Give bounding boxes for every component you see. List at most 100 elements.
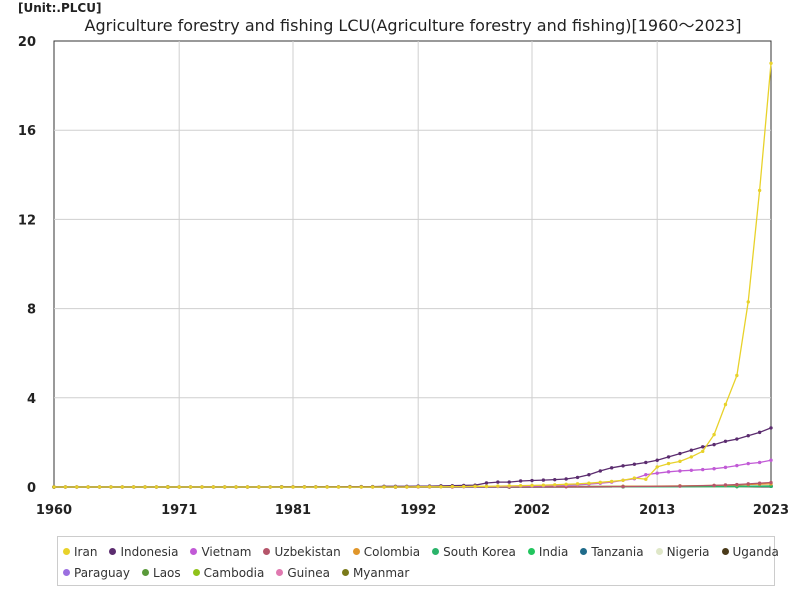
chart-title: Agriculture forestry and fishing LCU(Agr… [84, 16, 742, 35]
legend-label: Iran [74, 545, 98, 559]
data-point [484, 484, 489, 489]
x-tick-label: 1971 [161, 503, 197, 518]
legend-item: Nigeria [655, 545, 710, 559]
legend-dot [432, 548, 440, 555]
x-tick-label: 2023 [753, 503, 789, 518]
data-point [598, 480, 602, 485]
data-point [701, 467, 705, 472]
data-point [666, 461, 671, 466]
x-tick-label: 2002 [514, 503, 550, 518]
y-tick-label: 8 [27, 303, 36, 318]
data-point [530, 483, 534, 488]
data-point [370, 485, 375, 489]
data-point [86, 485, 90, 489]
data-point [75, 485, 79, 489]
data-point [757, 430, 762, 435]
data-point [712, 442, 716, 447]
legend-dot [263, 548, 271, 555]
data-point [109, 485, 113, 489]
legend-dot [655, 548, 663, 555]
data-point [553, 477, 557, 482]
data-point [188, 485, 193, 489]
data-point [530, 478, 534, 483]
legend-item: Guinea [276, 566, 330, 580]
data-point [666, 470, 671, 474]
data-point [52, 485, 56, 489]
data-point [314, 485, 318, 489]
data-point [644, 473, 648, 477]
data-point [632, 462, 637, 466]
legend-dot [276, 569, 284, 576]
data-point [757, 188, 762, 193]
data-point [427, 485, 432, 489]
data-point [200, 485, 204, 489]
data-point [609, 466, 614, 470]
data-point [97, 485, 102, 489]
y-tick-label: 16 [18, 124, 36, 139]
data-point [598, 469, 602, 473]
legend-item: Indonesia [109, 545, 178, 559]
data-point [655, 465, 659, 469]
data-point [609, 479, 614, 484]
data-point [359, 485, 363, 489]
legend-label: Cambodia [203, 566, 265, 580]
data-point [564, 482, 568, 487]
y-tick-label: 4 [27, 392, 36, 407]
series-line-vietnam [54, 459, 772, 488]
data-point [120, 485, 124, 489]
series-line-iran [54, 63, 772, 488]
data-point [496, 480, 500, 484]
data-point [632, 476, 637, 480]
data-point [678, 484, 682, 488]
data-point [587, 481, 591, 485]
chart-legend: Iran Indonesia Vietnam Uzbekistan Colombia So… [57, 536, 779, 586]
data-point [735, 482, 739, 487]
legend-item: South Korea [432, 545, 516, 559]
y-tick-label: 0 [27, 481, 36, 496]
legend-label: Laos [153, 566, 181, 580]
legend-label: Myanmar [352, 566, 410, 580]
data-point [393, 485, 398, 489]
legend-dot [527, 548, 535, 555]
data-point [439, 485, 443, 489]
data-point [564, 477, 568, 481]
data-point [689, 448, 694, 452]
data-point [621, 484, 625, 489]
data-point [325, 485, 329, 489]
legend-item: Vietnam [190, 545, 251, 559]
legend-item: Myanmar [341, 566, 410, 580]
data-point [268, 485, 272, 489]
data-point [746, 461, 750, 466]
legend-item: Cambodia [192, 566, 265, 580]
data-point [769, 480, 773, 485]
data-point [462, 484, 466, 489]
data-point [712, 467, 716, 471]
data-point [507, 480, 511, 484]
data-point [496, 484, 500, 488]
data-point [405, 485, 409, 489]
data-point [712, 483, 716, 488]
data-point [723, 402, 728, 407]
data-point [234, 485, 238, 489]
legend-label: Guinea [287, 566, 330, 580]
data-point [211, 485, 216, 489]
data-point [769, 61, 773, 65]
y-tick-label: 12 [18, 213, 36, 228]
legend-item: Paraguay [63, 566, 130, 580]
data-point [757, 481, 762, 485]
data-point [712, 432, 716, 437]
x-tick-label: 1992 [400, 503, 436, 518]
data-point [689, 468, 694, 472]
legend-dot [63, 569, 70, 576]
y-tick-label: 20 [18, 35, 36, 50]
data-point [746, 434, 750, 438]
legend-dot [580, 548, 588, 555]
legend-item: Uzbekistan [263, 545, 341, 559]
legend-item: India [527, 545, 569, 559]
series-line-indonesia [54, 427, 772, 488]
data-point [701, 445, 705, 449]
legend-label: India [538, 545, 569, 559]
data-point [382, 485, 386, 489]
data-point [678, 451, 682, 456]
